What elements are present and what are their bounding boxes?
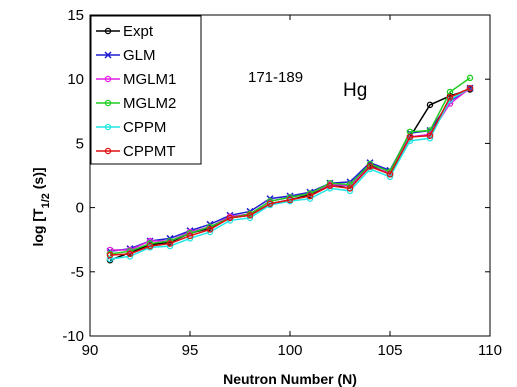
y-axis-label-subscript: 1/2 [40, 193, 52, 208]
data-point-cppmt [426, 132, 434, 139]
data-point-expt [426, 101, 434, 109]
y-axis-label-main: log [T [30, 208, 46, 247]
y-axis-label: log [T1/2 (s)] [30, 167, 52, 246]
legend-marker-mglm2 [104, 99, 112, 107]
data-point-cppm [106, 255, 114, 263]
data-point-cppmt [446, 93, 454, 101]
data-point-cppmt [466, 84, 474, 92]
data-point-cppmt [246, 212, 254, 219]
data-point-cppmt [386, 170, 394, 178]
x-axis-label: Neutron Number (N) [223, 371, 357, 387]
x-tick-label: 110 [478, 342, 502, 359]
x-tick-label: 95 [182, 342, 199, 359]
legend-marker-glm [104, 51, 112, 59]
data-point-cppmt [226, 214, 234, 222]
element-annotation: Hg [343, 80, 367, 101]
data-point-cppmt [306, 192, 314, 200]
legend-marker-mglm1 [104, 75, 112, 83]
legend-marker-cppm [104, 123, 112, 131]
legend-marker-cppmt [104, 147, 112, 155]
data-point-cppmt [126, 250, 134, 258]
y-tick-label: 10 [67, 71, 84, 88]
x-tick-label: 100 [277, 342, 302, 359]
data-point-cppmt [346, 185, 354, 192]
data-point-cppmt [366, 163, 374, 170]
data-point-cppmt [266, 200, 274, 207]
y-tick-label: -5 [71, 264, 84, 281]
data-point-cppmt [146, 242, 154, 250]
x-tick-label: 105 [377, 342, 402, 359]
y-axis-label-suffix: (s)] [30, 167, 46, 193]
data-point-mglm2 [466, 74, 474, 82]
data-point-cppmt [206, 226, 214, 233]
legend-label-mglm1: MGLM1 [123, 71, 176, 88]
data-point-cppmt [106, 251, 114, 259]
legend-label-expt: Expt [123, 23, 154, 40]
legend-label-glm: GLM [123, 47, 156, 64]
legend-marker-glm-stroke-b [104, 51, 112, 59]
data-point-cppmt [326, 182, 334, 190]
legend-label-mglm2: MGLM2 [123, 95, 176, 112]
y-tick-label: 0 [76, 200, 84, 217]
legend [90, 15, 202, 165]
y-tick-label: 5 [76, 135, 84, 152]
series-line-cppmt [109, 87, 471, 256]
data-point-cppmt [286, 196, 294, 204]
series-cppmt [106, 84, 474, 259]
legend-marker-expt [104, 27, 112, 35]
y-tick-label: 15 [67, 7, 84, 24]
data-point-cppmt [406, 133, 414, 141]
data-point-cppmt [166, 240, 174, 247]
range-annotation: 171-189 [248, 69, 303, 86]
x-tick-label: 90 [82, 342, 99, 359]
data-point-cppmt [186, 232, 194, 240]
legend-label-cppmt: CPPMT [123, 143, 176, 160]
y-tick-label: -10 [62, 328, 84, 345]
legend-label-cppm: CPPM [123, 119, 166, 136]
